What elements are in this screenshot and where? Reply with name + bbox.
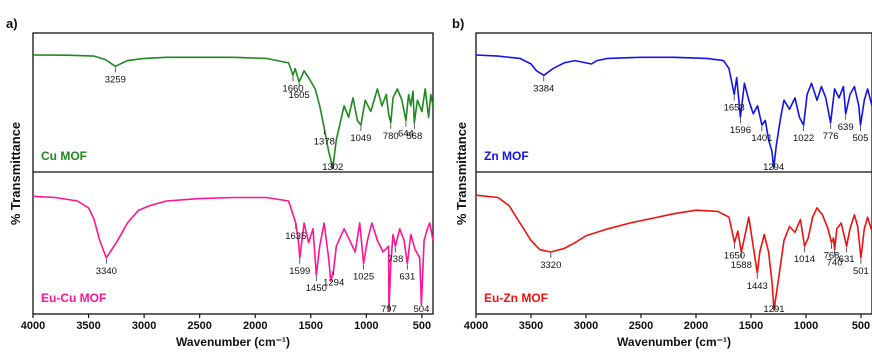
x-tick-label: 500 — [852, 320, 870, 332]
x-tick-label: 500 — [413, 320, 431, 332]
plot-frame — [32, 32, 434, 315]
peak-label: 1022 — [793, 133, 814, 144]
chart-panel-b: b) % Transmittance 4000 3500 3000 2500 2000 150… — [452, 16, 872, 349]
x-tick-label: 3000 — [132, 320, 156, 332]
series-line-zn-mof — [475, 54, 872, 169]
peak-label: 1653 — [724, 103, 745, 114]
x-tick-label: 2500 — [187, 320, 211, 332]
peak-label: 1378 — [314, 136, 335, 147]
peak-label: 644 — [398, 129, 414, 140]
peak-label: 568 — [406, 131, 422, 142]
series-name-label: Eu-Cu MOF — [41, 291, 106, 305]
series-line-cu-mof — [32, 54, 434, 169]
peak-label: 1302 — [322, 162, 343, 173]
peak-label: 776 — [823, 131, 839, 142]
x-axis-label: Wavenumber (cm⁻¹) — [176, 335, 290, 349]
peak-label: 780 — [383, 131, 399, 142]
x-tick-label: 4000 — [21, 320, 45, 332]
x-tick-label: 2000 — [684, 320, 708, 332]
peak-label: 631 — [399, 272, 415, 283]
x-tick-label: 1000 — [354, 320, 378, 332]
peak-label: 1443 — [747, 281, 768, 292]
x-tick-label: 1500 — [299, 320, 323, 332]
series-name-label: Zn MOF — [484, 149, 529, 163]
peak-label: 1450 — [306, 283, 327, 294]
series-line-eu-zn-mof — [475, 194, 872, 311]
peak-label: 631 — [839, 254, 855, 265]
peak-label: 639 — [838, 122, 854, 133]
peak-label: 797 — [381, 304, 397, 315]
peak-label: 768 — [824, 251, 840, 262]
x-tick-label: 2000 — [243, 320, 267, 332]
y-axis-label: % Transmittance — [8, 122, 23, 225]
plot-frame — [475, 32, 872, 315]
peak-label: 1599 — [289, 266, 310, 277]
peak-label: 1660 — [282, 83, 303, 94]
peak-label: 1650 — [724, 251, 745, 262]
series-name-label: Cu MOF — [41, 149, 87, 163]
x-axis-label: Wavenumber (cm⁻¹) — [617, 335, 731, 349]
peak-label: 1291 — [763, 304, 784, 315]
peak-label: 1588 — [731, 260, 752, 271]
x-tick-label: 3000 — [574, 320, 598, 332]
y-axis-label: % Transmittance — [454, 122, 469, 225]
panel-label: a) — [6, 16, 18, 31]
panel-label: b) — [452, 16, 464, 31]
series-name-label: Eu-Zn MOF — [484, 291, 548, 305]
peak-label: 3340 — [96, 266, 117, 277]
x-tick-label: 2500 — [629, 320, 653, 332]
peak-label: 1294 — [323, 277, 344, 288]
peak-label: 1025 — [353, 272, 374, 283]
peak-label: 1294 — [763, 162, 784, 173]
x-tick-label: 1500 — [739, 320, 763, 332]
peak-label: 1014 — [794, 254, 815, 265]
x-tick-label: 4000 — [464, 320, 488, 332]
peak-label: 3384 — [533, 83, 554, 94]
x-tick-label: 1000 — [794, 320, 818, 332]
chart-panel-a: a) % Transmittance 4000 3500 3000 2500 2000 150… — [6, 16, 434, 349]
peak-label: 3259 — [105, 74, 126, 85]
peak-label: 1635 — [285, 231, 306, 242]
peak-label: 1605 — [289, 90, 310, 101]
peak-label: 1596 — [730, 125, 751, 136]
peak-label: 1049 — [350, 133, 371, 144]
peak-label: 740 — [827, 258, 843, 269]
x-tick-label: 3500 — [76, 320, 100, 332]
series-line-eu-cu-mof — [32, 195, 434, 311]
peak-label: 3320 — [540, 260, 561, 271]
peak-label: 501 — [853, 266, 869, 277]
peak-label: 1401 — [751, 133, 772, 144]
peak-label: 504 — [414, 304, 430, 315]
peak-label: 738 — [388, 254, 404, 265]
x-tick-label: 3500 — [519, 320, 543, 332]
peak-label: 505 — [853, 133, 869, 144]
